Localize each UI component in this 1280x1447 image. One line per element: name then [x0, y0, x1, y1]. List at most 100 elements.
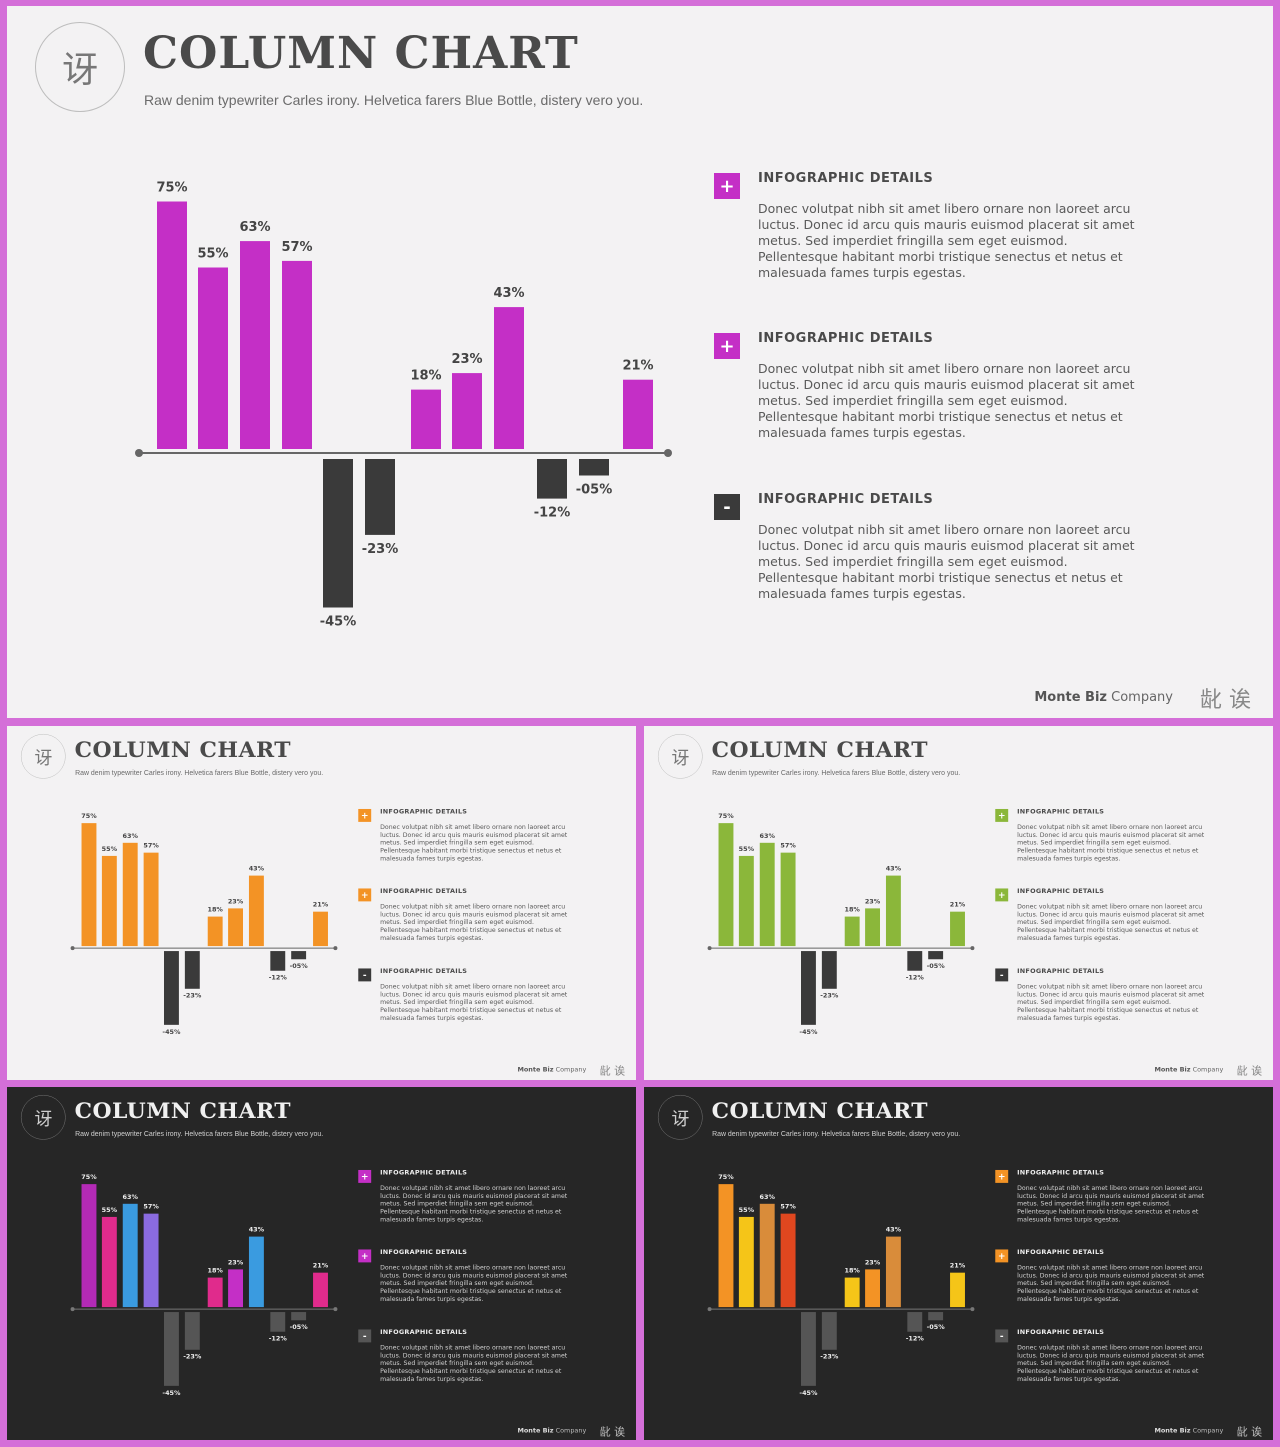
plus-icon[interactable]: + — [995, 888, 1009, 902]
bar-value-label: -23% — [183, 1353, 202, 1361]
bar-value-label: -12% — [269, 974, 288, 982]
minus-icon[interactable]: - — [714, 494, 740, 520]
plus-icon[interactable]: + — [714, 333, 740, 359]
info-heading: INFOGRAPHIC DETAILS — [758, 171, 934, 186]
bar-value-label: -12% — [906, 1335, 925, 1343]
bar — [885, 875, 901, 947]
bar-value-label: 55% — [739, 845, 755, 853]
footer-brand-name: Monte Biz — [1154, 1065, 1191, 1074]
column-chart: 75% 55% 63% 57% -45% -23% 18% 23% 43% -12%-05% 21% — [70, 812, 338, 1036]
plus-icon[interactable]: + — [358, 808, 372, 822]
bar — [950, 911, 965, 947]
bar — [164, 951, 179, 1025]
bar — [313, 911, 328, 947]
plus-icon[interactable]: + — [714, 173, 740, 199]
minus-icon[interactable]: - — [358, 968, 372, 982]
bar-value-label: 75% — [156, 181, 187, 196]
plus-icon[interactable]: + — [995, 1249, 1009, 1263]
info-heading: INFOGRAPHIC DETAILS — [1017, 1248, 1105, 1256]
bar — [780, 1213, 796, 1308]
bar-value-label: -05% — [927, 1323, 946, 1331]
bar — [780, 852, 796, 947]
bar — [143, 852, 159, 947]
bar — [184, 1312, 200, 1350]
plus-icon[interactable]: + — [995, 1169, 1009, 1183]
info-text: Donec volutpat nibh sit amet libero orna… — [1017, 822, 1205, 863]
bar-value-label: -45% — [799, 1028, 818, 1036]
bar-value-label: -05% — [576, 483, 613, 498]
bar-value-label: 18% — [207, 1267, 223, 1275]
bar — [907, 1312, 923, 1332]
slide-content: 讶 COLUMN CHART Raw denim typewriter Carles… — [7, 6, 1273, 718]
bar-value-label: -45% — [320, 615, 357, 630]
footer-mark-icon: 龀 诶 — [1236, 1425, 1263, 1439]
minus-icon[interactable]: - — [358, 1329, 372, 1343]
info-text: Donec volutpat nibh sit amet libero orna… — [380, 982, 568, 1022]
bar — [157, 201, 187, 449]
plus-icon[interactable]: + — [358, 888, 372, 902]
footer-brand: Monte Biz Company — [1154, 1066, 1223, 1073]
bar-value-label: 55% — [739, 1206, 755, 1214]
bar — [184, 951, 200, 989]
bar-value-label: 43% — [886, 865, 902, 873]
bar — [411, 389, 441, 449]
info-heading: INFOGRAPHIC DETAILS — [380, 887, 468, 895]
bar-value-label: 63% — [760, 1193, 776, 1201]
minus-icon[interactable]: - — [995, 968, 1009, 982]
info-text: Donec volutpat nibh sit amet libero orna… — [758, 522, 1135, 601]
bar — [248, 875, 264, 947]
axis-end-dot — [70, 946, 75, 951]
plus-icon[interactable]: + — [358, 1249, 372, 1263]
bar-value-label: 21% — [950, 901, 966, 909]
plus-icon[interactable]: + — [995, 808, 1009, 822]
bar-value-label: 18% — [844, 1267, 860, 1275]
footer-company: Company — [555, 1426, 587, 1435]
footer-brand-name: Monte Biz — [1034, 690, 1107, 705]
footer-mark-icon: 龀 诶 — [599, 1064, 626, 1078]
info-text: Donec volutpat nibh sit amet libero orna… — [380, 1263, 568, 1303]
bar-value-label: 57% — [143, 842, 159, 850]
plus-icon[interactable]: + — [358, 1169, 372, 1183]
bar-value-label: -23% — [820, 992, 839, 1000]
column-chart: 75% 55% 63% 57% -45% -23% 18% 23% 43% -12%-05% 21% — [707, 812, 975, 1036]
bar-value-label: 21% — [950, 1262, 966, 1270]
slide-orange-light: 讶 COLUMN CHART Raw denim typewriter Carles… — [7, 726, 636, 1080]
bar — [537, 459, 567, 499]
bar-value-label: -05% — [290, 962, 309, 970]
info-heading: INFOGRAPHIC DETAILS — [1017, 887, 1105, 895]
bar-value-label: -23% — [820, 1353, 839, 1361]
bar — [198, 267, 228, 449]
footer-company: Company — [1111, 690, 1173, 705]
logo-icon: 讶 — [20, 1094, 66, 1140]
bar — [718, 1184, 734, 1308]
logo-icon: 讶 — [657, 1094, 703, 1140]
info-text: Donec volutpat nibh sit amet libero orna… — [1017, 1263, 1205, 1303]
bar-value-label: 18% — [207, 906, 223, 914]
bar-value-label: 23% — [228, 1258, 244, 1266]
slide-content: 讶 COLUMN CHART Raw denim typewriter Carles… — [644, 1087, 1273, 1440]
bar-value-label: 63% — [123, 1193, 139, 1201]
bar — [313, 1272, 328, 1308]
axis-end-dot — [70, 1307, 75, 1312]
bar — [240, 241, 270, 449]
bar-value-label: 75% — [81, 1173, 97, 1181]
bar — [865, 908, 880, 947]
bar — [844, 1277, 860, 1308]
bar — [207, 1277, 223, 1308]
bar-value-label: -45% — [799, 1389, 818, 1397]
bar-value-label: 23% — [451, 352, 482, 367]
axis-end-dot — [664, 449, 672, 457]
info-text: Donec volutpat nibh sit amet libero orna… — [758, 201, 1135, 280]
info-text: Donec volutpat nibh sit amet libero orna… — [1017, 902, 1205, 942]
bar — [81, 1184, 97, 1308]
bar-value-label: 21% — [313, 1262, 329, 1270]
bar — [101, 855, 117, 947]
minus-icon[interactable]: - — [995, 1329, 1009, 1343]
bar-value-label: 21% — [313, 901, 329, 909]
bar-value-label: -05% — [927, 962, 946, 970]
footer-brand: Monte Biz Company — [1154, 1427, 1223, 1434]
bar — [738, 855, 754, 947]
footer-mark-icon: 龀 诶 — [1200, 688, 1251, 713]
footer-brand-name: Monte Biz — [517, 1426, 554, 1435]
bar — [738, 1216, 754, 1308]
